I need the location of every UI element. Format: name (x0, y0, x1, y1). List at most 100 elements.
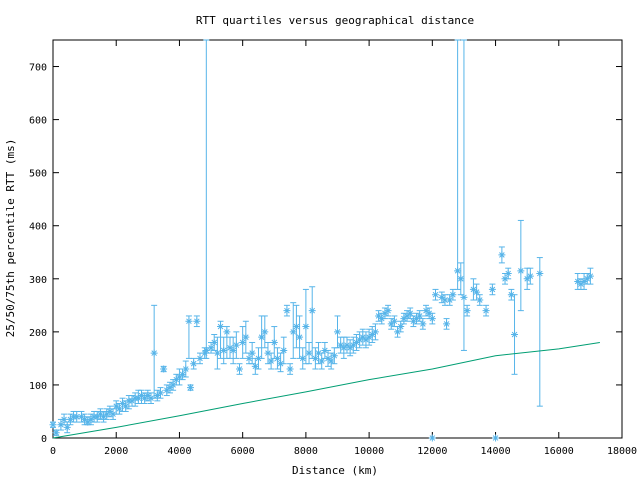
median-point (258, 333, 266, 341)
median-point (413, 315, 421, 323)
median-point (273, 354, 281, 362)
median-point (63, 423, 71, 431)
median-point (144, 392, 152, 400)
median-point (292, 323, 300, 331)
median-point (196, 354, 204, 362)
y-tick-label: 700 (29, 63, 47, 74)
median-point (138, 392, 146, 400)
y-tick-label: 0 (41, 434, 47, 445)
median-point (438, 293, 446, 301)
median-point (356, 336, 364, 344)
median-point (469, 285, 477, 293)
median-point (419, 320, 427, 328)
median-point (343, 341, 351, 349)
median-point (504, 269, 512, 277)
median-point-zero (492, 434, 500, 442)
chart-title: RTT quartiles versus geographical distan… (196, 14, 474, 27)
median-point (141, 394, 149, 402)
median-point (586, 272, 594, 280)
median-point (384, 307, 392, 315)
median-point (416, 312, 424, 320)
median-point (296, 333, 304, 341)
median-point (223, 328, 231, 336)
median-point (156, 389, 164, 397)
median-point (261, 328, 269, 336)
median-point (232, 341, 240, 349)
y-tick-label: 400 (29, 222, 47, 233)
median-point (425, 309, 433, 317)
median-point (406, 309, 414, 317)
median-point (166, 384, 174, 392)
median-point (397, 323, 405, 331)
median-point (134, 394, 142, 402)
median-point (428, 315, 436, 323)
y-tick-label: 500 (29, 169, 47, 180)
median-point (381, 309, 389, 317)
x-tick-label: 6000 (231, 446, 255, 457)
median-point (446, 296, 454, 304)
median-point (400, 315, 408, 323)
median-point (93, 413, 101, 421)
median-point (160, 365, 168, 373)
median-point (460, 293, 468, 301)
median-point (115, 405, 123, 413)
median-point (403, 312, 411, 320)
median-point (441, 296, 449, 304)
median-point (443, 320, 451, 328)
median-point (103, 410, 111, 418)
median-point (150, 349, 158, 357)
median-point (73, 413, 81, 421)
median-point (334, 328, 341, 336)
x-tick-label: 0 (50, 446, 56, 457)
median-point (84, 418, 92, 426)
median-point (182, 365, 190, 373)
median-point (242, 333, 250, 341)
y-axis-label: 25/50/75th percentile RTT (ms) (4, 139, 17, 338)
median-point (311, 354, 319, 362)
median-point (251, 362, 259, 370)
median-point (236, 365, 244, 373)
median-point (57, 421, 65, 429)
median-point (106, 407, 114, 415)
median-point (229, 346, 237, 354)
median-point (226, 344, 234, 352)
median-point (362, 336, 370, 344)
median-point (330, 352, 338, 360)
median-point (239, 338, 247, 346)
median-point (324, 354, 332, 362)
median-point (501, 275, 509, 283)
median-point (100, 413, 108, 421)
median-point (175, 373, 183, 381)
median-point (245, 354, 253, 362)
median-point (264, 349, 272, 357)
median-point (346, 344, 354, 352)
baseline-line (52, 341, 600, 439)
median-point (163, 386, 171, 394)
median-point (371, 328, 379, 336)
plot-frame (52, 39, 623, 439)
median-point (280, 346, 288, 354)
median-point (574, 277, 582, 285)
median-point (352, 338, 360, 346)
y-tick-label: 300 (29, 275, 47, 286)
median-point (220, 346, 228, 354)
median-point (217, 323, 225, 331)
median-point (109, 410, 117, 418)
median-point (526, 272, 534, 280)
median-point (315, 349, 323, 357)
median-point (49, 421, 57, 429)
x-axis-label: Distance (km) (292, 464, 378, 477)
median-point (387, 320, 395, 328)
median-point (210, 338, 218, 346)
median-point (422, 307, 430, 315)
median-point (463, 307, 471, 315)
median-point (207, 344, 215, 352)
median-point (337, 341, 345, 349)
median-point (185, 317, 193, 325)
median-point-zero (428, 434, 436, 442)
median-point (202, 346, 210, 354)
median-point (81, 415, 89, 423)
y-tick-label: 200 (29, 328, 47, 339)
x-tick-label: 2000 (104, 446, 128, 457)
